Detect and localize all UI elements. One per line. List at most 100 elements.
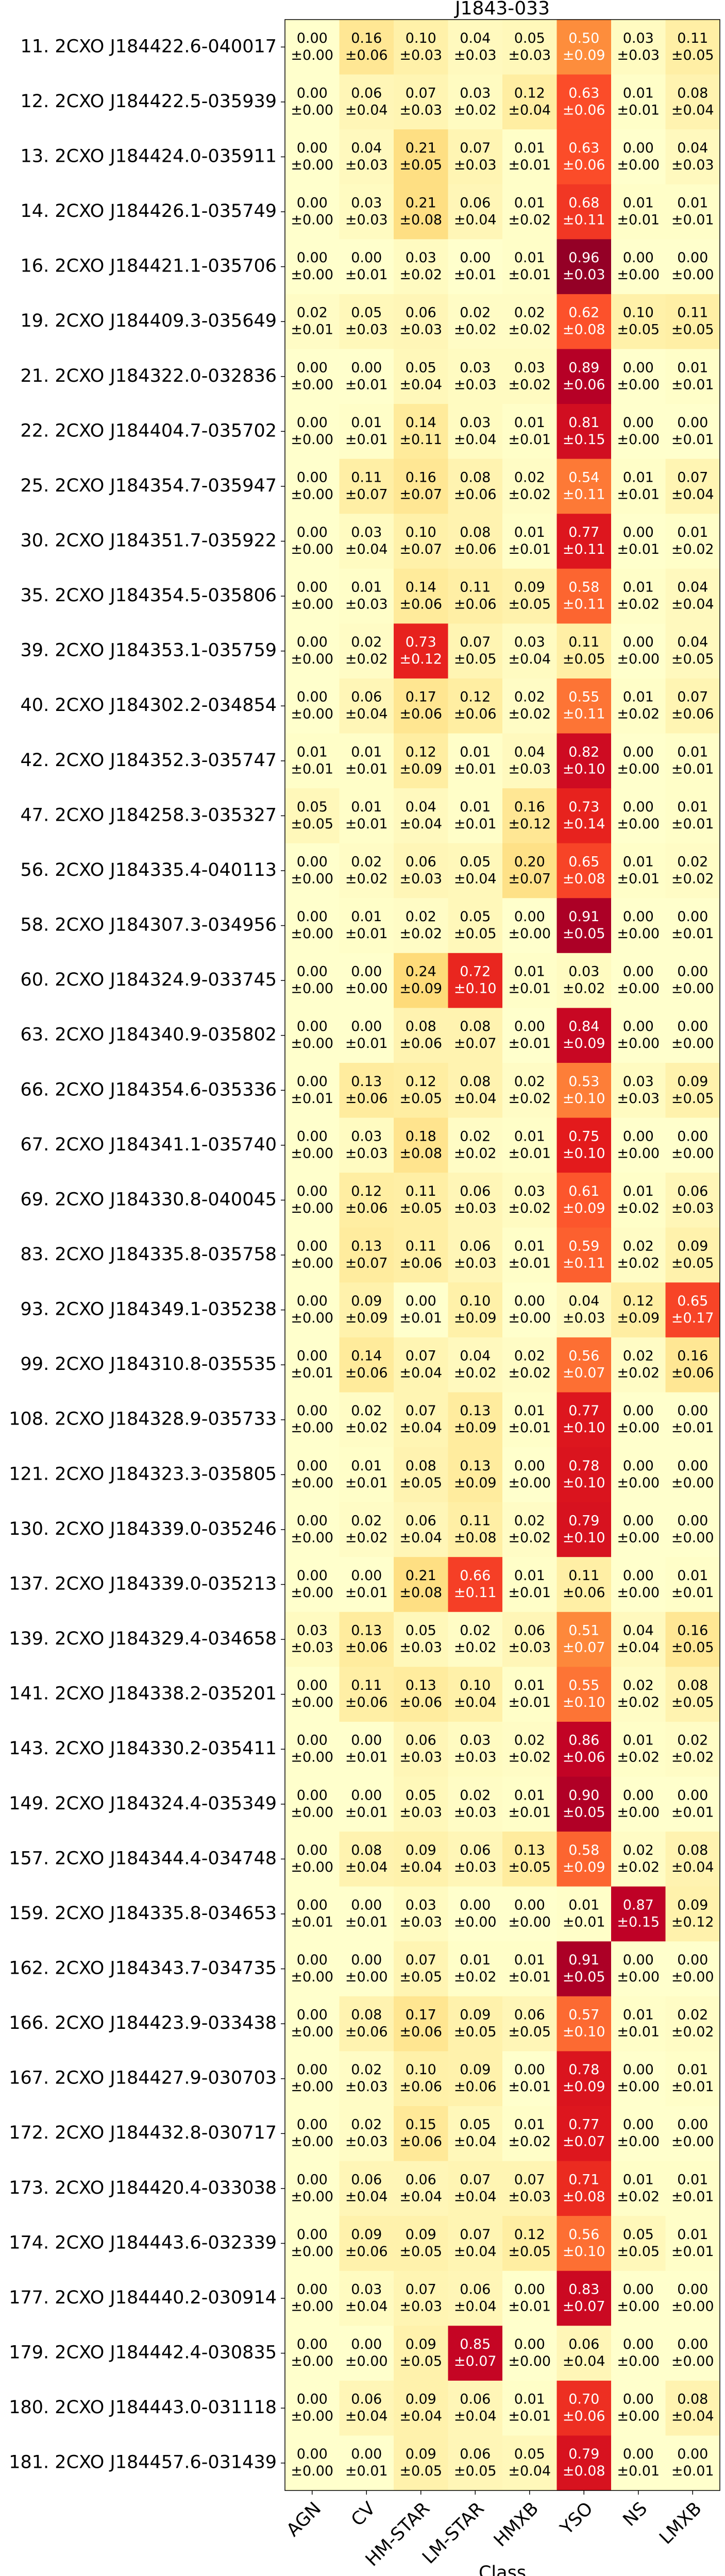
cell-error-label: ±0.00: [671, 267, 714, 283]
y-tick-label: 69. 2CXO J184330.8-040045: [21, 1189, 277, 1210]
cell-error-label: ±0.04: [508, 2463, 551, 2479]
heatmap-cell: [285, 349, 340, 404]
cell-error-label: ±0.08: [563, 2189, 605, 2205]
cell-error-label: ±0.04: [399, 1530, 442, 1546]
cell-error-label: ±0.01: [671, 2189, 714, 2205]
cell-value-label: 0.03: [623, 30, 654, 46]
y-tick-label: 12. 2CXO J184422.5-035939: [21, 91, 277, 112]
cell-value-label: 0.11: [677, 305, 708, 321]
heatmap-cell: [557, 843, 612, 899]
cell-error-label: ±0.09: [563, 1859, 605, 1875]
cell-value-label: 0.00: [406, 1293, 436, 1309]
cell-value-label: 0.00: [514, 2281, 545, 2297]
heatmap-cell: [502, 349, 557, 404]
cell-error-label: ±0.01: [671, 926, 714, 942]
cell-error-label: ±0.01: [508, 2079, 551, 2095]
heatmap-cell: [339, 1447, 394, 1503]
cell-value-label: 0.00: [297, 415, 328, 431]
cell-value-label: 0.01: [623, 689, 654, 705]
cell-error-label: ±0.00: [671, 1036, 714, 1052]
cell-value-label: 0.00: [297, 1074, 328, 1090]
cell-error-label: ±0.00: [291, 706, 333, 722]
cell-error-label: ±0.01: [508, 432, 551, 448]
heatmap-cell: [502, 1612, 557, 1667]
cell-value-label: 0.00: [351, 1568, 382, 1584]
cell-value-label: 0.65: [677, 1293, 708, 1309]
cell-error-label: ±0.01: [617, 486, 660, 502]
heatmap-cell: [502, 568, 557, 624]
cell-value-label: 0.09: [514, 580, 545, 596]
heatmap-cell: [665, 953, 720, 1008]
cell-value-label: 0.04: [677, 140, 708, 156]
heatmap-cell: [448, 1557, 503, 1613]
cell-value-label: 0.90: [568, 1787, 599, 1803]
heatmap-cell: [448, 1886, 503, 1942]
heatmap-cell: [665, 2435, 720, 2491]
cell-value-label: 0.72: [460, 964, 491, 980]
cell-error-label: ±0.10: [563, 1475, 605, 1491]
cell-value-label: 0.07: [406, 2281, 436, 2297]
heatmap-cell: [557, 1282, 612, 1338]
cell-value-label: 0.18: [406, 1128, 436, 1144]
cell-value-label: 0.01: [514, 964, 545, 980]
heatmap-cell: [394, 514, 448, 569]
cell-value-label: 0.08: [460, 524, 491, 540]
cell-value-label: 0.00: [623, 744, 654, 760]
cell-error-label: ±0.17: [671, 1310, 714, 1326]
cell-value-label: 0.07: [460, 2227, 491, 2243]
cell-error-label: ±0.00: [291, 926, 333, 942]
cell-value-label: 0.09: [406, 2446, 436, 2462]
heatmap-cell: [339, 568, 394, 624]
cell-value-label: 0.00: [297, 524, 328, 540]
cell-value-label: 0.63: [568, 140, 599, 156]
heatmap-cell: [665, 1447, 720, 1503]
cell-value-label: 0.00: [623, 1952, 654, 1968]
cell-value-label: 0.06: [514, 1623, 545, 1639]
heatmap-cell: [394, 1337, 448, 1393]
heatmap-cell: [285, 1117, 340, 1173]
heatmap-cell: [502, 953, 557, 1008]
cell-value-label: 0.03: [460, 360, 491, 376]
cell-error-label: ±0.06: [345, 2244, 388, 2260]
cell-error-label: ±0.02: [508, 706, 551, 722]
cell-value-label: 0.01: [514, 1677, 545, 1693]
cell-value-label: 0.82: [568, 744, 599, 760]
cell-value-label: 0.06: [351, 85, 382, 101]
y-tick-label: 172. 2CXO J184432.8-030717: [9, 2123, 277, 2143]
heatmap-cell: [339, 1886, 394, 1942]
cell-error-label: ±0.00: [291, 1036, 333, 1052]
cell-error-label: ±0.08: [563, 2463, 605, 2479]
cell-error-label: ±0.01: [345, 1804, 388, 1820]
heatmap-cell: [557, 1667, 612, 1722]
cell-value-label: 0.14: [351, 1348, 382, 1364]
cell-error-label: ±0.06: [671, 1365, 714, 1381]
heatmap-cell: [448, 1062, 503, 1118]
cell-error-label: ±0.00: [671, 1530, 714, 1546]
cell-value-label: 0.06: [460, 195, 491, 211]
heatmap-cell: [611, 623, 666, 679]
heatmap-cell: [339, 294, 394, 349]
cell-error-label: ±0.03: [399, 2298, 442, 2314]
cell-value-label: 0.08: [677, 1842, 708, 1858]
cell-error-label: ±0.01: [291, 761, 333, 777]
heatmap-cell: [665, 129, 720, 185]
cell-value-label: 0.17: [406, 2007, 436, 2023]
cell-error-label: ±0.00: [617, 1475, 660, 1491]
heatmap-cell: [448, 2270, 503, 2326]
cell-error-label: ±0.03: [345, 322, 388, 338]
cell-value-label: 0.00: [623, 2392, 654, 2408]
cell-value-label: 0.00: [297, 1787, 328, 1803]
y-tick-label: 58. 2CXO J184307.3-034956: [21, 915, 277, 936]
cell-error-label: ±0.07: [399, 541, 442, 557]
cell-error-label: ±0.03: [563, 1310, 605, 1326]
heatmap-cell: [448, 1447, 503, 1503]
heatmap-cell: [285, 788, 340, 844]
heatmap-cell: [557, 788, 612, 844]
cell-error-label: ±0.03: [399, 1640, 442, 1656]
cell-error-label: ±0.02: [508, 322, 551, 338]
heatmap-cell: [665, 1337, 720, 1393]
cell-error-label: ±0.04: [345, 2298, 388, 2314]
heatmap-cell: [502, 2216, 557, 2272]
cell-value-label: 0.00: [514, 1458, 545, 1474]
cell-value-label: 0.08: [351, 2007, 382, 2023]
